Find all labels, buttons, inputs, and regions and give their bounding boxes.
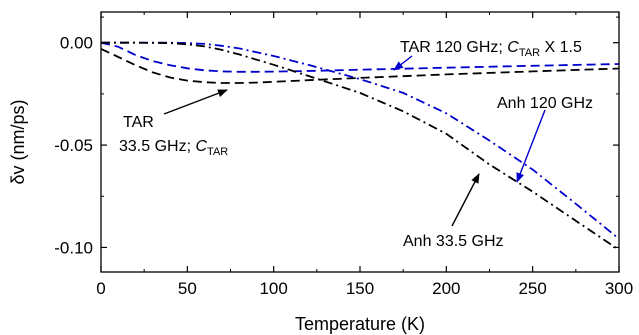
- anh335-arrow: [451, 173, 480, 227]
- y-axis-title: δv (nm/ps): [8, 99, 28, 184]
- y-tick-label: -0.10: [54, 238, 93, 257]
- annotation-tar120: TAR 120 GHz; CTAR X 1.5: [400, 39, 582, 59]
- x-tick-label: 200: [432, 279, 460, 298]
- annotation-anh335: Anh 33.5 GHz: [403, 233, 504, 250]
- annotation-tar335-c: C: [195, 138, 207, 155]
- annotation-tar120-c: C: [507, 39, 519, 56]
- annotation-tar335-line1: TAR: [123, 114, 154, 131]
- y-tick-label: -0.05: [54, 136, 93, 155]
- x-tick-label: 150: [346, 279, 374, 298]
- annotation-tar335-main: 33.5 GHz;: [119, 138, 195, 155]
- anh120-arrow: [516, 109, 546, 183]
- annotation-tar120-tail: X 1.5: [540, 39, 582, 56]
- arrow-layer: [163, 55, 546, 227]
- series-line-4: [101, 41, 619, 251]
- annotation-layer: TAR 120 GHz; CTAR X 1.5 TAR 33.5 GHz; CT…: [119, 39, 593, 250]
- x-axis-title: Temperature (K): [295, 314, 425, 334]
- series-layer: [101, 41, 619, 251]
- tar335-arrow: [163, 89, 228, 115]
- tar120-arrow: [393, 55, 413, 71]
- x-tick-label: 300: [605, 279, 633, 298]
- x-tick-label: 100: [259, 279, 287, 298]
- annotation-tar120-main: TAR 120 GHz;: [400, 39, 507, 56]
- x-tick-label: 0: [96, 279, 105, 298]
- x-tick-label: 250: [518, 279, 546, 298]
- y-tick-label: 0.00: [60, 34, 93, 53]
- annotation-tar120-sub: TAR: [519, 47, 540, 59]
- series-line-1: [101, 41, 619, 73]
- annotation-tar335-sub: TAR: [207, 146, 228, 158]
- series-line-2: [101, 48, 619, 84]
- annotation-anh120: Anh 120 GHz: [497, 95, 593, 112]
- annotation-tar335: 33.5 GHz; CTAR: [119, 138, 228, 158]
- x-tick-label: 50: [178, 279, 197, 298]
- ticks-layer: 0 50 100 150 200 250 300 0.00 -0.05 -0.10: [54, 12, 633, 298]
